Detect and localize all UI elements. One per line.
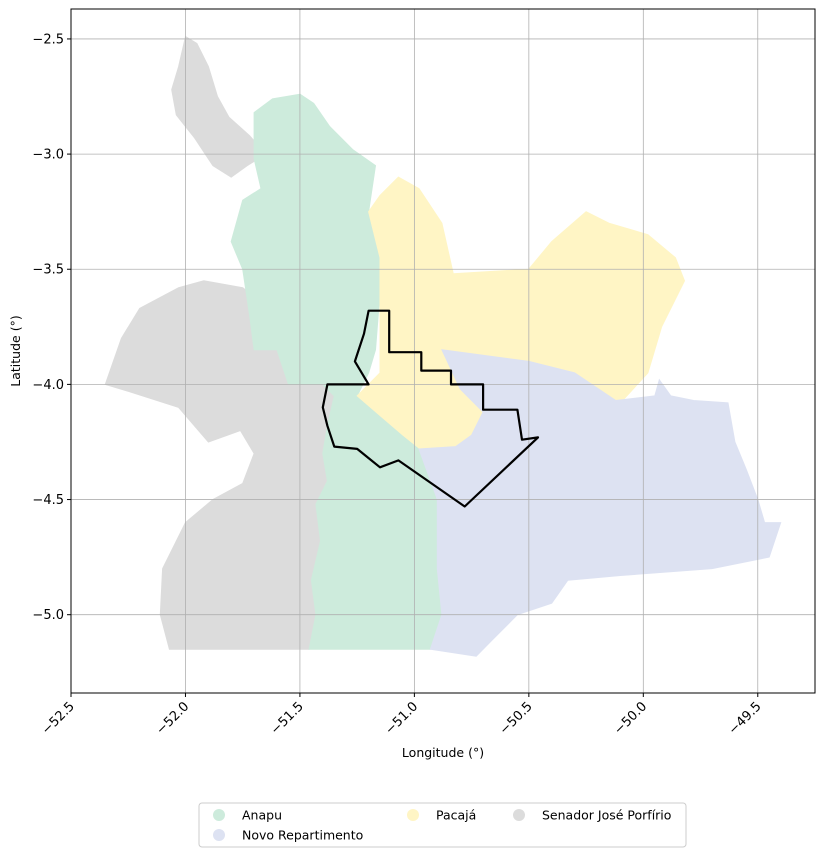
legend-label: Pacajá [436,808,476,823]
legend-marker [213,809,225,821]
y-axis-ticks: −2.5 −3.0 −3.5 −4.0 −4.5 −5.0 [32,32,71,623]
legend-marker [513,809,525,821]
y-tick-label: −5.0 [32,608,64,623]
legend-label: Senador José Porfírio [542,808,671,823]
x-axis-ticks: −52.5 −52.0 −51.5 −51.0 −50.5 −50.0 −49.5 [39,693,765,738]
x-tick-label: −51.0 [382,699,421,738]
x-tick-label: −52.0 [154,699,193,738]
y-tick-label: −4.5 [32,493,64,508]
legend-label: Anapu [242,808,282,823]
y-tick-label: −3.5 [32,263,64,278]
y-tick-label: −3.0 [32,148,64,163]
y-axis-label: Latitude (°) [8,315,23,386]
legend-marker [407,809,419,821]
x-tick-label: −51.5 [268,699,307,738]
municipality-regions [104,35,782,657]
legend-label: Novo Repartimento [242,828,363,843]
region-senador-jos-porf-rio-part-1 [171,35,267,178]
x-tick-label: −50.5 [497,699,536,738]
y-tick-label: −2.5 [32,32,64,47]
legend-box [198,802,687,848]
y-tick-label: −4.0 [32,378,64,393]
legend-marker [213,829,225,841]
x-tick-label: −52.5 [39,699,78,738]
x-axis-label: Longitude (°) [402,745,484,760]
plot-frame [70,8,816,694]
region-novo-repartimento [418,349,782,657]
study-area-boundary [321,309,540,508]
legend: Anapu Novo Repartimento Pacajá Senador José… [198,802,687,848]
x-tick-label: −50.0 [611,699,650,738]
study-area-outline [321,309,540,508]
grid-lines [70,9,815,693]
x-tick-label: −49.5 [726,699,765,738]
